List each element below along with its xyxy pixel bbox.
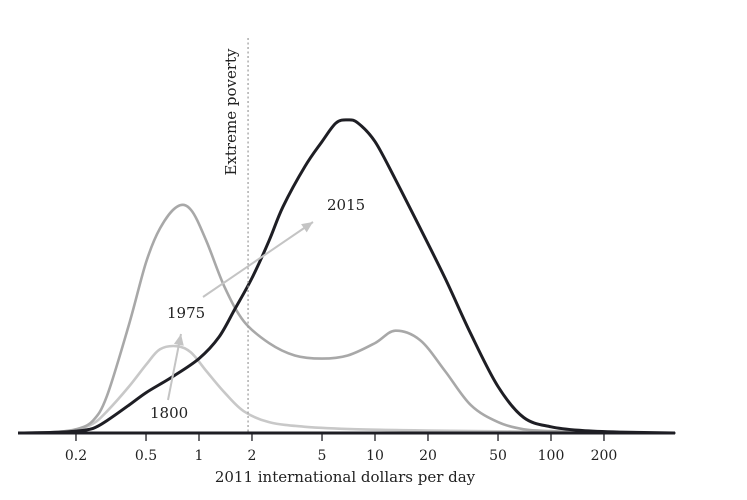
series-label-1975: 1975 [167, 304, 205, 322]
x-tick-label: 10 [366, 448, 384, 464]
x-tick-label: 200 [591, 448, 618, 464]
era-arrow-head [301, 222, 313, 233]
x-tick-label: 0.2 [65, 448, 87, 464]
x-tick-label: 20 [419, 448, 437, 464]
x-axis-ticks: 0.2 0.5 1 2 5 10 20 50 100 200 [65, 433, 618, 464]
series-curve-2015 [21, 118, 676, 435]
era-arrow-head [173, 334, 184, 346]
era-arrow-shaft [167, 333, 182, 401]
x-tick-label: 5 [318, 448, 327, 464]
arrows-layer [167, 221, 314, 401]
x-axis-title: 2011 international dollars per day [215, 468, 476, 486]
series-labels: 1800 1975 2015 [150, 196, 365, 422]
x-tick-label: 2 [248, 448, 257, 464]
series-label-2015: 2015 [327, 196, 365, 214]
series-label-1800: 1800 [150, 404, 188, 422]
series-curve-1800 [21, 344, 676, 435]
x-tick-label: 50 [489, 448, 507, 464]
series-curve-1975 [21, 203, 676, 435]
x-tick-label: 100 [538, 448, 565, 464]
x-tick-label: 0.5 [135, 448, 157, 464]
extreme-poverty-label: Extreme poverty [222, 48, 240, 176]
x-tick-label: 1 [195, 448, 204, 464]
curves-layer [21, 118, 676, 435]
era-arrow-shaft [202, 221, 314, 298]
